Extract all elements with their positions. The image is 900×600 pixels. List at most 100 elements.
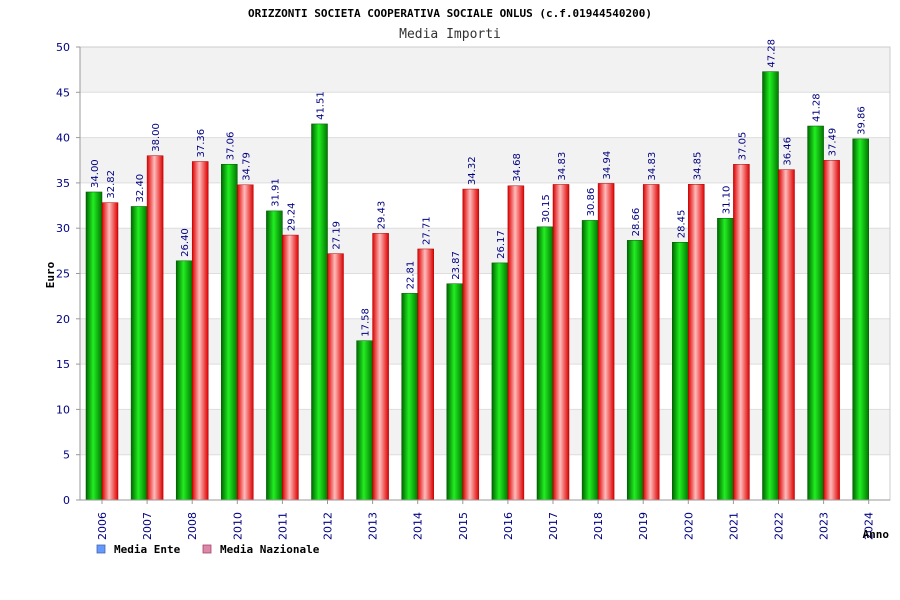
x-tick-label-2007: 2007 bbox=[141, 512, 154, 540]
x-tick-label-2006: 2006 bbox=[96, 512, 109, 540]
bar-media-nazionale-2021 bbox=[733, 164, 750, 501]
data-label-media-nazionale-2023: 37.49 bbox=[828, 128, 839, 157]
x-tick-label-2014: 2014 bbox=[412, 512, 425, 540]
chart-subtitle: Media Importi bbox=[399, 27, 501, 42]
data-label-media-ente-2006: 34.00 bbox=[90, 159, 101, 188]
bar-media-nazionale-2012 bbox=[327, 253, 344, 501]
bar-media-ente-2022 bbox=[762, 71, 779, 501]
data-label-media-ente-2015: 23.87 bbox=[451, 251, 462, 280]
bar-media-ente-2007 bbox=[130, 206, 148, 501]
data-label-media-ente-2019: 28.66 bbox=[631, 208, 642, 237]
x-tick-label-2023: 2023 bbox=[818, 512, 831, 540]
bar-media-nazionale-2022 bbox=[778, 169, 795, 501]
data-label-media-ente-2017: 30.15 bbox=[541, 194, 552, 223]
y-tick-label: 35 bbox=[56, 177, 70, 190]
bar-media-nazionale-2006 bbox=[101, 202, 119, 501]
x-tick-label-2017: 2017 bbox=[547, 512, 560, 540]
y-tick-label: 20 bbox=[56, 313, 70, 326]
data-label-media-nazionale-2006: 32.82 bbox=[106, 170, 117, 199]
bar-media-nazionale-2016 bbox=[507, 185, 525, 501]
bar-media-nazionale-2018 bbox=[597, 183, 615, 501]
x-tick-label-2010: 2010 bbox=[231, 512, 244, 540]
data-label-media-ente-2008: 26.40 bbox=[180, 228, 191, 257]
bar-media-ente-2011 bbox=[266, 210, 283, 501]
data-label-media-ente-2013: 17.58 bbox=[361, 308, 372, 337]
y-tick-label: 30 bbox=[56, 222, 70, 235]
y-tick-label: 10 bbox=[56, 403, 70, 416]
y-axis-label: Euro bbox=[44, 261, 57, 288]
y-tick-label: 40 bbox=[56, 132, 70, 145]
legend: Media Ente Media Nazionale bbox=[96, 543, 320, 556]
bar-media-nazionale-2010 bbox=[237, 184, 254, 501]
bar-media-nazionale-2008 bbox=[191, 161, 209, 501]
bar-media-nazionale-2011 bbox=[282, 234, 299, 501]
data-label-media-nazionale-2012: 27.19 bbox=[332, 221, 343, 250]
bar-media-ente-2015 bbox=[446, 283, 464, 501]
data-label-media-nazionale-2021: 37.05 bbox=[737, 132, 748, 161]
bar-media-nazionale-2013 bbox=[372, 233, 389, 501]
y-tick-label: 50 bbox=[56, 41, 70, 54]
x-tick-label-2008: 2008 bbox=[186, 512, 199, 540]
legend-label-media-ente: Media Ente bbox=[114, 543, 181, 556]
x-tick-label-2015: 2015 bbox=[457, 512, 470, 540]
grid-band bbox=[80, 228, 890, 274]
x-tick-label-2012: 2012 bbox=[322, 512, 335, 540]
y-tick-label: 25 bbox=[56, 268, 70, 281]
x-axis: 2006 2007 2008 2010 2011 2012 2013 2014 2015 2016… bbox=[80, 499, 890, 540]
data-label-media-nazionale-2020: 34.85 bbox=[692, 152, 703, 181]
data-label-media-ente-2007: 32.40 bbox=[135, 174, 146, 203]
data-label-media-nazionale-2018: 34.94 bbox=[602, 151, 613, 180]
bar-media-ente-2021 bbox=[717, 217, 734, 501]
bars bbox=[85, 71, 869, 501]
data-label-media-nazionale-2015: 34.32 bbox=[467, 156, 478, 185]
data-label-media-nazionale-2014: 27.71 bbox=[422, 216, 433, 245]
x-tick-label-2024: 2024 bbox=[863, 512, 876, 540]
data-label-media-nazionale-2017: 34.83 bbox=[557, 152, 568, 181]
bar-media-ente-2012 bbox=[311, 123, 328, 501]
data-label-media-nazionale-2019: 34.83 bbox=[647, 152, 658, 181]
bar-media-nazionale-2023 bbox=[823, 160, 840, 501]
bar-media-ente-2018 bbox=[581, 220, 599, 501]
data-label-media-ente-2018: 30.86 bbox=[586, 188, 597, 217]
data-label-media-ente-2016: 26.17 bbox=[496, 230, 507, 259]
x-tick-label-2016: 2016 bbox=[502, 512, 515, 540]
bar-media-ente-2023 bbox=[807, 125, 824, 501]
bar-media-nazionale-2014 bbox=[417, 248, 434, 501]
data-label-media-ente-2022: 47.28 bbox=[767, 39, 778, 68]
grid-bands bbox=[79, 46, 891, 501]
data-label-media-ente-2012: 41.51 bbox=[316, 91, 327, 120]
grid-band bbox=[80, 409, 890, 455]
data-label-media-nazionale-2016: 34.68 bbox=[512, 153, 523, 182]
bar-media-nazionale-2017 bbox=[552, 184, 570, 501]
y-tick-label: 0 bbox=[63, 494, 70, 507]
bar-media-nazionale-2015 bbox=[462, 188, 480, 501]
bar-media-nazionale-2007 bbox=[146, 155, 164, 501]
data-label-media-ente-2021: 31.10 bbox=[721, 186, 732, 215]
data-label-media-ente-2014: 22.81 bbox=[406, 261, 417, 290]
bar-media-ente-2006 bbox=[85, 191, 103, 501]
x-tick-label-2013: 2013 bbox=[367, 512, 380, 540]
data-label-media-ente-2011: 31.91 bbox=[270, 178, 281, 207]
bar-media-ente-2010 bbox=[221, 163, 238, 501]
bar-media-ente-2016 bbox=[491, 262, 509, 501]
data-label-media-ente-2020: 28.45 bbox=[676, 210, 687, 239]
data-label-media-nazionale-2010: 34.79 bbox=[241, 152, 252, 181]
grid-band bbox=[80, 137, 890, 183]
chart-title: ORIZZONTI SOCIETA COOPERATIVA SOCIALE ON… bbox=[248, 7, 652, 20]
x-tick-label-2020: 2020 bbox=[682, 512, 695, 540]
data-label-media-nazionale-2008: 37.36 bbox=[196, 129, 207, 158]
data-label-media-nazionale-2022: 36.46 bbox=[783, 137, 794, 166]
data-label-media-nazionale-2011: 29.24 bbox=[286, 202, 297, 231]
bar-media-ente-2017 bbox=[536, 226, 554, 501]
grid-band bbox=[80, 318, 890, 365]
x-tick-label-2019: 2019 bbox=[637, 512, 650, 540]
legend-swatch-media-nazionale bbox=[202, 544, 212, 554]
bar-media-ente-2014 bbox=[401, 293, 418, 501]
y-axis: 0 5 10 15 20 25 30 35 40 45 50 bbox=[56, 41, 81, 507]
bar-media-ente-2024 bbox=[852, 138, 869, 501]
x-tick-label-2011: 2011 bbox=[276, 512, 289, 540]
bar-media-ente-2008 bbox=[175, 260, 193, 501]
legend-label-media-nazionale: Media Nazionale bbox=[220, 543, 320, 556]
data-labels: 34.00 32.82 32.40 38.00 26.40 37.36 37.06 34.79… bbox=[90, 39, 868, 337]
